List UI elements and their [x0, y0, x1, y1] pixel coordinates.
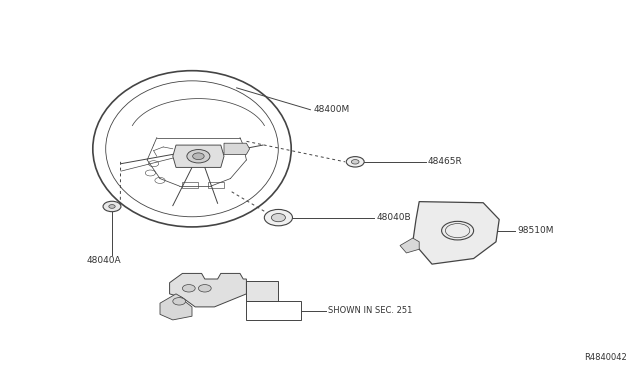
Polygon shape: [170, 273, 246, 307]
Text: R4840042: R4840042: [584, 353, 627, 362]
Circle shape: [182, 285, 195, 292]
Text: 48040A: 48040A: [86, 256, 121, 265]
Text: 98510M: 98510M: [517, 226, 554, 235]
Circle shape: [351, 160, 359, 164]
Polygon shape: [413, 202, 499, 264]
Circle shape: [173, 298, 186, 305]
Polygon shape: [400, 238, 419, 253]
Text: 48465R: 48465R: [428, 157, 462, 166]
Text: SHOWN IN SEC. 251: SHOWN IN SEC. 251: [328, 306, 413, 315]
Polygon shape: [224, 143, 250, 154]
Circle shape: [103, 201, 121, 212]
Circle shape: [346, 157, 364, 167]
Circle shape: [264, 209, 292, 226]
Polygon shape: [246, 281, 278, 301]
Polygon shape: [160, 294, 192, 320]
Polygon shape: [173, 145, 224, 167]
Text: 48400M: 48400M: [314, 105, 350, 114]
Circle shape: [271, 214, 285, 222]
Circle shape: [187, 150, 210, 163]
Circle shape: [109, 205, 115, 208]
Circle shape: [198, 285, 211, 292]
Text: 48040B: 48040B: [376, 213, 411, 222]
Circle shape: [193, 153, 204, 160]
